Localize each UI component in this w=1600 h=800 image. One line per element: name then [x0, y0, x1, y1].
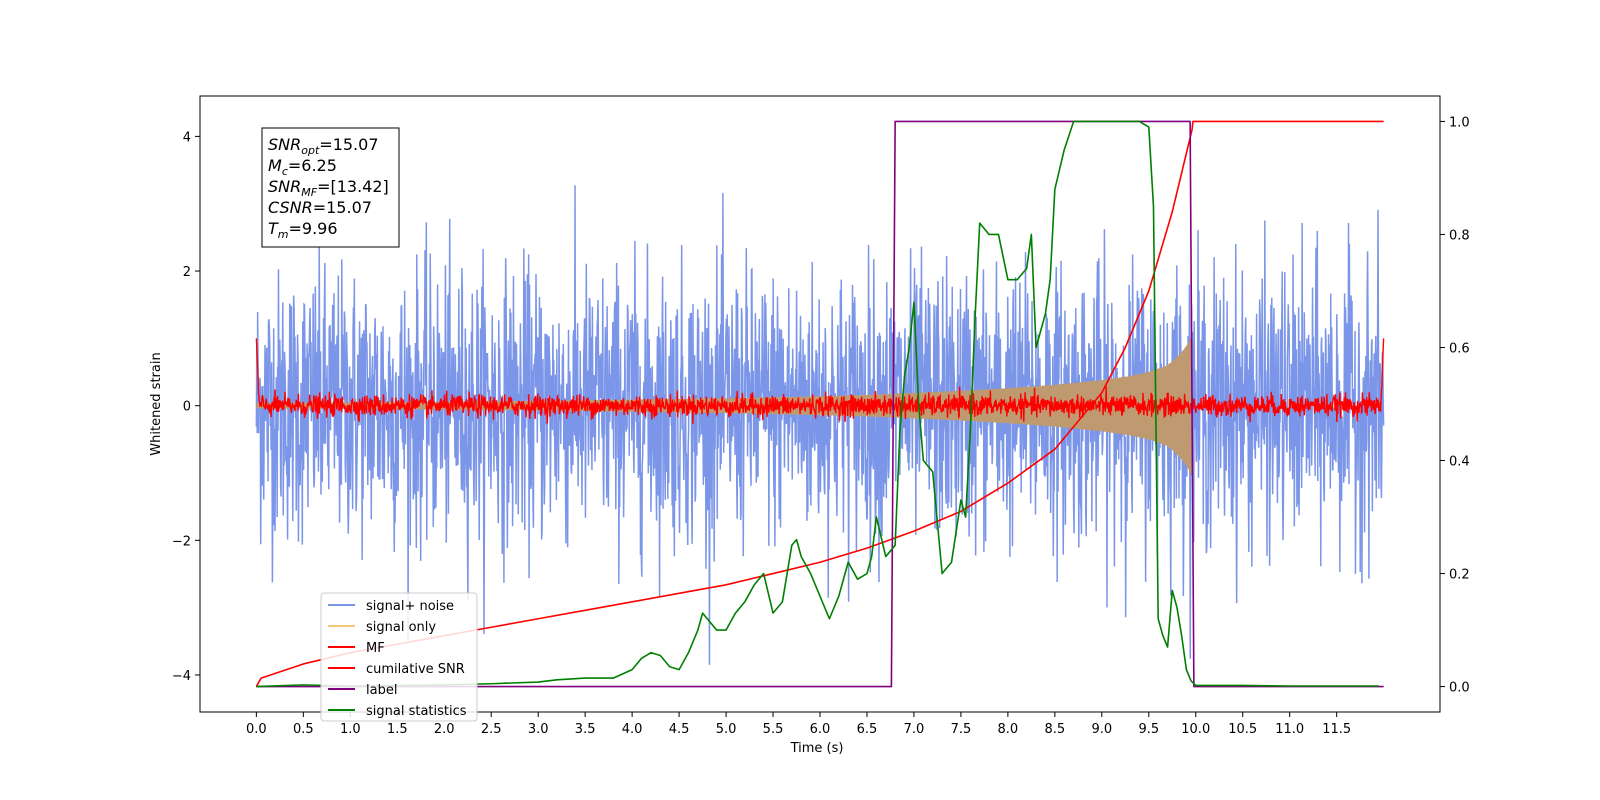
x-tick-label: 8.5	[1045, 722, 1066, 737]
annotation-frame	[261, 127, 400, 248]
legend-label: label	[366, 683, 397, 698]
y-right-tick-label: 0.0	[1449, 681, 1470, 696]
y-left-tick-label: −2	[172, 534, 191, 549]
x-tick-label: 2.0	[434, 722, 455, 737]
x-tick-label: 9.5	[1138, 722, 1159, 737]
y-left-tick-label: 2	[183, 265, 191, 280]
series-line-label	[256, 120, 1384, 688]
y-left-tick-label: 4	[183, 130, 191, 145]
y-right-tick-label: 0.2	[1449, 568, 1470, 583]
x-tick-label: 2.5	[481, 722, 502, 737]
legend-label: cumilative SNR	[366, 662, 465, 677]
y-right-tick-label: 0.6	[1449, 341, 1470, 356]
x-tick-label: 10.0	[1181, 722, 1210, 737]
x-tick-label: 1.5	[387, 722, 408, 737]
x-tick-label: 5.5	[763, 722, 784, 737]
series-line-mf	[255, 338, 1385, 424]
annotation-line: Mc=6.25	[268, 156, 337, 178]
series-line-signal-noise	[255, 185, 1385, 665]
series-signal-noise	[255, 185, 1385, 665]
legend-label: signal+ noise	[366, 599, 454, 614]
legend-label: MF	[366, 641, 385, 656]
annotation-box: SNRopt=15.07Mc=6.25SNRMF=[13.42]CSNR=15.…	[261, 127, 400, 248]
legend-item-signal-noise: signal+ noise	[328, 599, 454, 614]
x-tick-label: 0.5	[293, 722, 314, 737]
annotation-line: SNRMF=[13.42]	[268, 177, 389, 199]
x-tick-label: 11.5	[1322, 722, 1351, 737]
y-right-tick-label: 1.0	[1449, 115, 1470, 130]
legend-item-cumilative-snr: cumilative SNR	[328, 662, 465, 677]
y-left-tick-label: 0	[183, 400, 191, 415]
annotation-line: CSNR=15.07	[268, 198, 372, 217]
x-tick-label: 4.5	[669, 722, 690, 737]
y-axis-title: Whitened strain	[149, 352, 164, 455]
x-tick-label: 7.5	[951, 722, 972, 737]
annotation-line: SNRopt=15.07	[268, 135, 379, 157]
y-left-tick-label: −4	[172, 669, 191, 684]
legend-label: signal statistics	[366, 704, 467, 719]
x-tick-label: 4.0	[622, 722, 643, 737]
x-tick-label: 3.0	[528, 722, 549, 737]
series-signal-statistics	[256, 120, 1379, 688]
series-line-signal-statistics	[256, 120, 1379, 688]
legend-label: signal only	[366, 620, 436, 635]
legend-item-signal-only: signal only	[328, 620, 436, 635]
x-tick-label: 7.0	[904, 722, 925, 737]
x-tick-label: 3.5	[575, 722, 596, 737]
x-tick-label: 10.5	[1228, 722, 1257, 737]
series-label	[256, 120, 1384, 688]
x-tick-label: 9.0	[1091, 722, 1112, 737]
y-right-tick-label: 0.8	[1449, 228, 1470, 243]
legend-item-mf: MF	[328, 641, 385, 656]
legend: signal+ noise signal only MF cumilative SNR…	[320, 592, 478, 722]
legend-frame	[320, 592, 478, 722]
x-tick-label: 8.0	[998, 722, 1019, 737]
x-tick-label: 6.5	[857, 722, 878, 737]
x-tick-label: 0.0	[246, 722, 267, 737]
x-tick-label: 1.0	[340, 722, 361, 737]
legend-item-label: label	[328, 683, 397, 698]
x-axis-title: Time (s)	[790, 741, 844, 756]
y-right-tick-label: 0.4	[1449, 455, 1470, 470]
annotation-line: Tm=9.96	[268, 219, 338, 241]
x-tick-label: 6.0	[810, 722, 831, 737]
series-mf	[255, 338, 1385, 424]
x-tick-label: 11.0	[1275, 722, 1304, 737]
legend-item-signal-statistics: signal statistics	[328, 704, 467, 719]
x-tick-label: 5.0	[716, 722, 737, 737]
